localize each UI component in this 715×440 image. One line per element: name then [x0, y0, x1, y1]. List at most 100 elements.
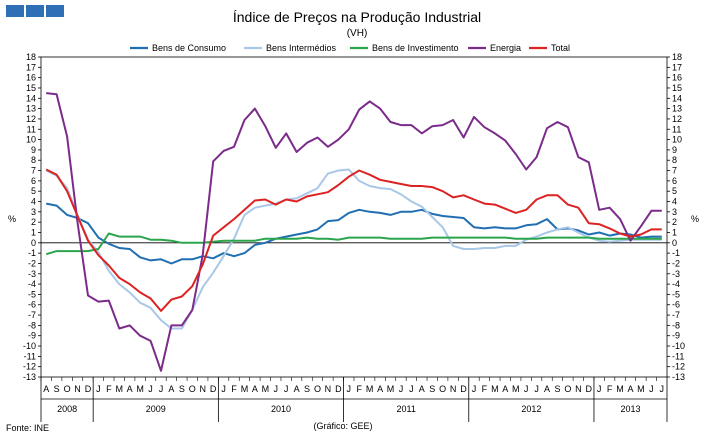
- y-tick-label-right: -7: [672, 310, 680, 320]
- x-tick-label: J: [534, 384, 539, 394]
- x-tick-label: M: [616, 384, 624, 394]
- y-tick-label-left: -9: [28, 331, 36, 341]
- y-tick-label-left: -1: [28, 248, 36, 258]
- x-tick-label: J: [649, 384, 654, 394]
- x-tick-label: O: [564, 384, 571, 394]
- x-tick-label: N: [199, 384, 206, 394]
- y-tick-label-left: 1: [31, 227, 36, 237]
- x-tick-label: M: [512, 384, 520, 394]
- y-tick-label-right: -8: [672, 320, 680, 330]
- x-tick-label: M: [491, 384, 499, 394]
- y-tick-label-left: 8: [31, 155, 36, 165]
- x-tick-label: M: [116, 384, 124, 394]
- legend: Bens de Consumo Bens Intermédios Bens de I…: [130, 43, 570, 53]
- x-tick-label: J: [472, 384, 477, 394]
- x-tick-label: O: [189, 384, 196, 394]
- logo-block-3: [46, 5, 64, 17]
- y-tick-label-left: -2: [28, 258, 36, 268]
- x-tick-label: J: [148, 384, 153, 394]
- x-tick-label: A: [252, 384, 258, 394]
- x-tick-label: J: [274, 384, 279, 394]
- y-axis-right: 1817161514131211109876543210-1-2-3-4-5-6…: [667, 52, 685, 382]
- x-tick-label: J: [347, 384, 352, 394]
- x-tick-label: D: [460, 384, 467, 394]
- x-tick-label: F: [356, 384, 362, 394]
- source-note: Fonte: INE: [6, 423, 49, 433]
- y-tick-label-right: 9: [672, 145, 677, 155]
- x-tick-label: N: [450, 384, 457, 394]
- series-line-energia: [46, 92, 662, 372]
- x-tick-label: S: [54, 384, 60, 394]
- gridlines: [40, 56, 668, 378]
- y-tick-label-right: 12: [672, 114, 682, 124]
- x-tick-label: F: [607, 384, 613, 394]
- x-tick-label: M: [241, 384, 249, 394]
- x-tick-label: A: [43, 384, 49, 394]
- x-tick-label: M: [637, 384, 645, 394]
- y-tick-label-left: -7: [28, 310, 36, 320]
- y-tick-label-right: 0: [672, 238, 677, 248]
- x-tick-label: F: [231, 384, 237, 394]
- x-tick-label: D: [586, 384, 593, 394]
- y-tick-label-left: -5: [28, 289, 36, 299]
- y-tick-label-right: 15: [672, 83, 682, 93]
- y-tick-label-left: -13: [23, 372, 36, 382]
- y-tick-label-left: 9: [31, 145, 36, 155]
- x-tick-label: A: [377, 384, 383, 394]
- y-tick-label-left: 2: [31, 217, 36, 227]
- y-tick-label-right: -3: [672, 269, 680, 279]
- y-tick-label-left: 0: [31, 238, 36, 248]
- x-tick-label: S: [179, 384, 185, 394]
- y-tick-label-right: -4: [672, 279, 680, 289]
- year-label: 2008: [57, 404, 77, 414]
- y-tick-label-right: -2: [672, 258, 680, 268]
- x-tick-label: A: [168, 384, 174, 394]
- y-tick-label-left: 5: [31, 186, 36, 196]
- x-tick-label: F: [106, 384, 112, 394]
- x-tick-label: F: [482, 384, 488, 394]
- y-tick-label-right: 6: [672, 176, 677, 186]
- x-tick-label: A: [127, 384, 133, 394]
- x-tick-label: S: [304, 384, 310, 394]
- y-tick-label-left: -10: [23, 341, 36, 351]
- y-tick-label-right: 3: [672, 207, 677, 217]
- y-tick-label-left: 18: [26, 52, 36, 62]
- y-tick-label-left: 12: [26, 114, 36, 124]
- x-tick-label: O: [439, 384, 446, 394]
- y-tick-label-left: 6: [31, 176, 36, 186]
- series-line-bens-de-investimento: [45, 232, 662, 256]
- y-tick-label-left: -12: [23, 362, 36, 372]
- x-tick-label: J: [660, 384, 665, 394]
- y-tick-label-left: 3: [31, 207, 36, 217]
- y-tick-label-right: -10: [672, 341, 685, 351]
- y-tick-label-left: -8: [28, 320, 36, 330]
- y-tick-label-left: -3: [28, 269, 36, 279]
- y-tick-label-left: 10: [26, 135, 36, 145]
- y-tick-label-right: -6: [672, 300, 680, 310]
- y-axis-left-label: %: [8, 214, 16, 224]
- y-tick-label-right: 1: [672, 227, 677, 237]
- y-tick-label-right: 14: [672, 93, 682, 103]
- x-tick-label: J: [96, 384, 101, 394]
- legend-label-bens-de-consumo: Bens de Consumo: [152, 43, 226, 53]
- x-tick-label: N: [575, 384, 582, 394]
- x-tick-label: J: [409, 384, 414, 394]
- x-tick-label: D: [210, 384, 217, 394]
- x-tick-label: S: [429, 384, 435, 394]
- y-tick-label-right: 7: [672, 166, 677, 176]
- y-tick-label-left: 15: [26, 83, 36, 93]
- legend-label-bens-interm-dios: Bens Intermédios: [266, 43, 337, 53]
- y-tick-label-right: 5: [672, 186, 677, 196]
- y-tick-label-right: 18: [672, 52, 682, 62]
- y-tick-label-right: -9: [672, 331, 680, 341]
- y-tick-label-right: 10: [672, 135, 682, 145]
- x-tick-label: J: [284, 384, 289, 394]
- y-tick-label-left: -6: [28, 300, 36, 310]
- x-tick-label: J: [597, 384, 602, 394]
- y-tick-label-left: 13: [26, 104, 36, 114]
- y-tick-label-left: 16: [26, 73, 36, 83]
- year-label: 2009: [146, 404, 166, 414]
- series-line-total: [45, 168, 662, 312]
